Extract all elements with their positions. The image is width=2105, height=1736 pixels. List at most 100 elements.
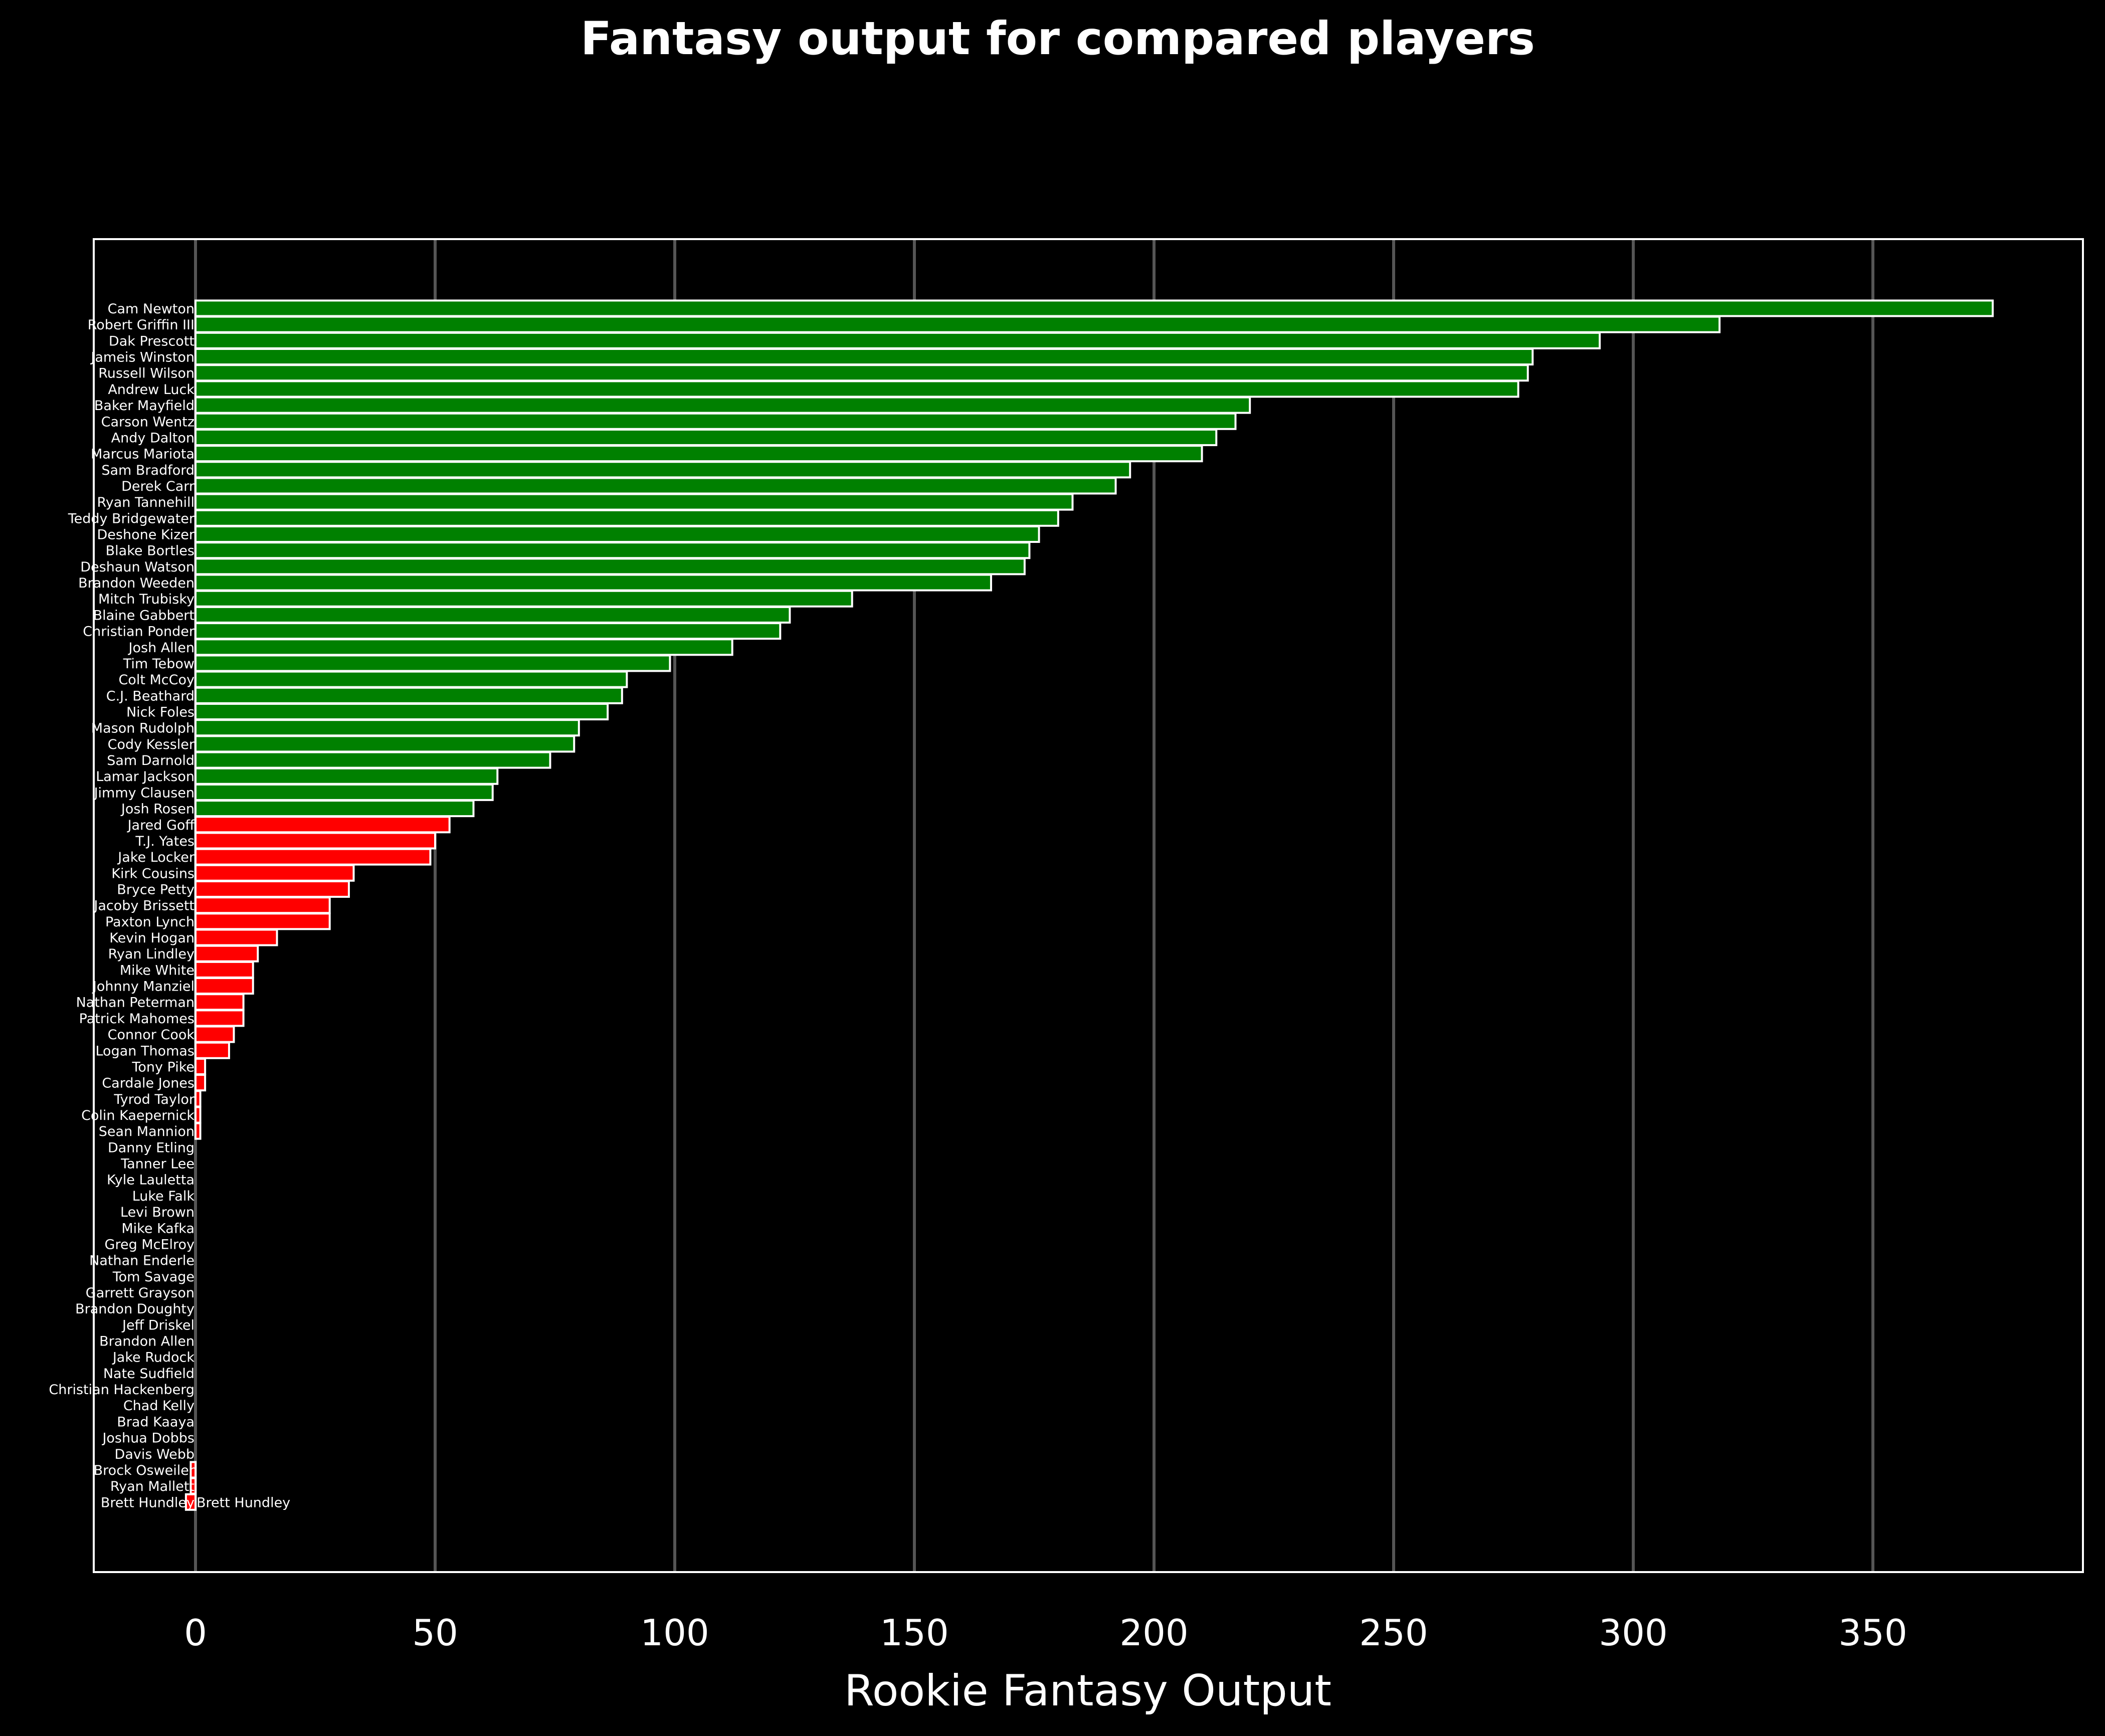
y-tick-label: Davis Webb bbox=[115, 1447, 195, 1462]
bar bbox=[184, 1493, 197, 1511]
y-tick-label: Mike Kafka bbox=[121, 1221, 195, 1236]
bar bbox=[195, 686, 623, 704]
y-tick-label: C.J. Beathard bbox=[106, 688, 195, 704]
y-tick-label: Sam Darnold bbox=[107, 753, 195, 768]
y-tick-label: Josh Allen bbox=[128, 640, 195, 656]
bars: Brett Hundley bbox=[184, 299, 1994, 1511]
y-tick-label: Teddy Bridgewater bbox=[68, 511, 195, 526]
y-tick-label: Tom Savage bbox=[112, 1269, 195, 1285]
bar bbox=[195, 800, 475, 818]
x-tick-label: 50 bbox=[412, 1612, 458, 1654]
y-tick-label: Carson Wentz bbox=[101, 414, 195, 430]
bar bbox=[195, 557, 1026, 575]
y-tick-label: Colt McCoy bbox=[118, 672, 195, 688]
x-tick-label: 250 bbox=[1359, 1612, 1428, 1654]
x-tick-label: 200 bbox=[1119, 1612, 1188, 1654]
y-tick-label: Brett Hundley bbox=[101, 1495, 195, 1510]
y-tick-label: Brandon Allen bbox=[99, 1334, 195, 1349]
bar bbox=[195, 928, 278, 946]
y-tick-label: Connor Cook bbox=[108, 1027, 195, 1043]
x-tick-label: 0 bbox=[184, 1612, 207, 1654]
y-tick-label: Jeff Driskel bbox=[121, 1317, 195, 1333]
y-tick-label: Jared Goff bbox=[127, 818, 196, 833]
bar bbox=[195, 751, 551, 769]
bar bbox=[195, 816, 451, 834]
y-tick-label: Blaine Gabbert bbox=[93, 608, 195, 623]
bar bbox=[195, 590, 853, 608]
bar bbox=[195, 960, 254, 979]
y-tick-label: Marcus Mariota bbox=[91, 447, 195, 462]
y-tick-label: Brandon Doughty bbox=[75, 1301, 195, 1317]
y-tick-label: Bryce Petty bbox=[117, 882, 195, 897]
bar bbox=[195, 1122, 202, 1140]
bar bbox=[195, 541, 1031, 559]
y-tick-label: Nathan Peterman bbox=[76, 995, 195, 1011]
y-tick-label: Jake Locker bbox=[117, 850, 195, 865]
bar bbox=[195, 461, 1131, 479]
y-tick-label: Cam Newton bbox=[108, 301, 195, 317]
bar bbox=[195, 525, 1040, 543]
bar bbox=[195, 670, 628, 688]
bar bbox=[195, 573, 992, 592]
bar bbox=[195, 493, 1074, 511]
bar bbox=[195, 412, 1237, 430]
y-tick-label: Ryan Mallett bbox=[110, 1479, 195, 1494]
y-tick-label: Tyrod Taylor bbox=[113, 1092, 195, 1107]
bar bbox=[195, 864, 355, 882]
y-tick-label: Ryan Tannehill bbox=[97, 495, 195, 510]
y-tick-label: Chad Kelly bbox=[123, 1398, 195, 1414]
bar bbox=[195, 315, 1721, 333]
y-tick-label: Paxton Lynch bbox=[105, 914, 195, 930]
bar bbox=[195, 1041, 230, 1059]
y-tick-label: Jameis Winston bbox=[90, 350, 195, 365]
y-tick-label: Garrett Grayson bbox=[86, 1285, 195, 1301]
y-tick-label: Mason Rudolph bbox=[91, 721, 195, 736]
y-tick-label: Andrew Luck bbox=[108, 382, 195, 398]
bar bbox=[195, 638, 733, 656]
y-tick-label: Andy Dalton bbox=[111, 430, 195, 446]
y-tick-label: Blake Bortles bbox=[106, 543, 195, 559]
y-tick-label: Deshaun Watson bbox=[80, 559, 195, 575]
bar bbox=[195, 1025, 235, 1043]
bar bbox=[195, 396, 1251, 414]
y-tick-label: Brad Kaaya bbox=[117, 1414, 195, 1430]
x-tick-label: 300 bbox=[1599, 1612, 1667, 1654]
bar bbox=[195, 348, 1534, 366]
bar bbox=[195, 1090, 202, 1108]
bar bbox=[195, 912, 331, 930]
y-tick-label: Danny Etling bbox=[108, 1140, 195, 1155]
y-tick-label: Jimmy Clausen bbox=[93, 785, 195, 801]
y-tick-label: Christian Hackenberg bbox=[49, 1382, 195, 1398]
y-tick-label: Josh Rosen bbox=[120, 802, 195, 817]
y-tick-label: Mike White bbox=[120, 962, 195, 978]
y-tick-label: Joshua Dobbs bbox=[101, 1431, 195, 1446]
bar bbox=[195, 719, 580, 737]
bar bbox=[195, 622, 782, 640]
y-tick-label: Brock Osweiler bbox=[94, 1463, 195, 1478]
y-tick-label: Derek Carr bbox=[121, 479, 195, 494]
bar bbox=[195, 767, 499, 785]
y-tick-label: Sam Bradford bbox=[101, 463, 195, 478]
plot-frame bbox=[93, 238, 2084, 1573]
y-tick-label: Kirk Cousins bbox=[111, 866, 195, 881]
y-tick-label: Lamar Jackson bbox=[96, 769, 195, 785]
y-tick-label: Robert Griffin III bbox=[88, 317, 195, 333]
y-tick-label: Nick Foles bbox=[126, 705, 195, 720]
y-tick-label: Christian Ponder bbox=[83, 624, 195, 640]
bar bbox=[195, 299, 1994, 317]
y-tick-label: Tim Tebow bbox=[123, 656, 195, 672]
y-tick-label: Nathan Enderle bbox=[89, 1253, 195, 1269]
y-tick-label: Johnny Manziel bbox=[92, 979, 195, 995]
x-tick-label: 350 bbox=[1838, 1612, 1907, 1654]
bar bbox=[195, 509, 1059, 527]
y-tick-label: T.J. Yates bbox=[135, 834, 195, 849]
y-tick-label: Tanner Lee bbox=[120, 1156, 195, 1172]
x-tick-label: 100 bbox=[640, 1612, 709, 1654]
y-tick-label: Kyle Lauletta bbox=[107, 1173, 195, 1188]
y-tick-label: Dak Prescott bbox=[109, 333, 195, 349]
y-tick-label: Cardale Jones bbox=[102, 1076, 195, 1091]
bar bbox=[195, 880, 350, 898]
bar bbox=[195, 331, 1601, 349]
bar bbox=[195, 477, 1117, 495]
x-tick-label: 150 bbox=[880, 1612, 948, 1654]
